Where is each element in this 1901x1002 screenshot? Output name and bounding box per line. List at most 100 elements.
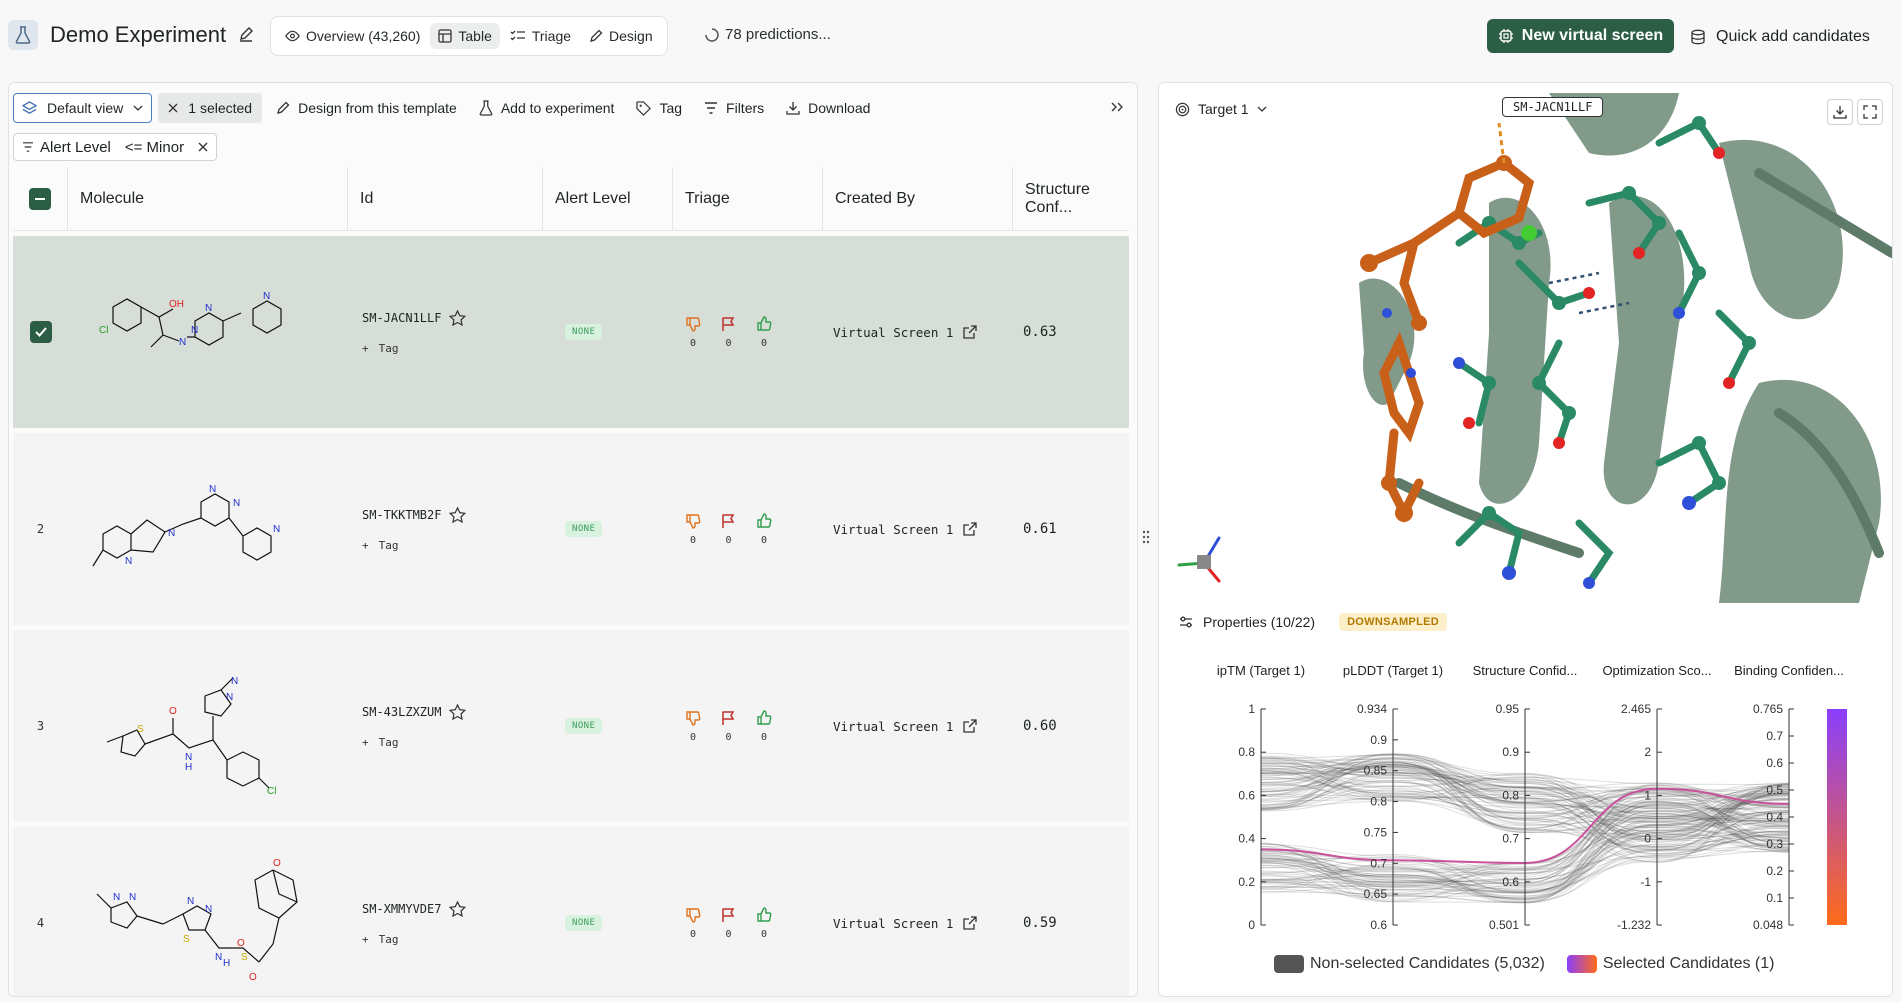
star-icon[interactable] (449, 703, 467, 720)
thumbs-up-button[interactable]: 0 (756, 512, 772, 546)
candidate-line (1260, 766, 1790, 853)
thumbs-down-button[interactable]: 0 (685, 316, 701, 349)
tag-button[interactable]: Tag (628, 100, 690, 116)
filter-chip[interactable]: Alert Level <= Minor (13, 133, 218, 161)
legend-nonselected[interactable]: Non-selected Candidates (5,032) (1274, 955, 1545, 973)
view-select[interactable]: Default view (13, 93, 153, 123)
table-row[interactable]: OH Cl N N N N SM-JACN1LLF + Tag (13, 236, 1129, 428)
chevron-down-icon (1257, 106, 1267, 112)
download-structure-button[interactable] (1827, 99, 1853, 125)
fullscreen-icon (1863, 105, 1877, 119)
atom-label: N (231, 676, 238, 687)
downsampled-badge: DOWNSAMPLED (1339, 613, 1447, 631)
candidate-line (1260, 760, 1790, 820)
add-to-experiment-button[interactable]: Add to experiment (471, 100, 623, 116)
fullscreen-button[interactable] (1857, 99, 1883, 125)
candidate-line (1260, 803, 1790, 882)
row-checkbox[interactable] (29, 321, 52, 343)
tick-label: 0.934 (1357, 702, 1387, 716)
flask-icon (479, 100, 493, 116)
molecule-structure[interactable]: N N N N N (83, 474, 333, 584)
properties-title: Properties (10/22) (1203, 614, 1316, 630)
molecule-id[interactable]: SM-43LZXZUM (362, 703, 467, 720)
candidate-line (1260, 799, 1790, 873)
molecule-id[interactable]: SM-TKKTMB2F (362, 506, 467, 523)
new-virtual-screen-button[interactable]: New virtual screen (1487, 19, 1674, 53)
protein-render[interactable] (1159, 83, 1892, 603)
id-cell: SM-43LZXZUM + Tag (348, 630, 543, 822)
close-icon[interactable] (168, 103, 178, 113)
column-alert-level[interactable]: Alert Level (543, 167, 673, 230)
flag-button[interactable]: 0 (721, 907, 736, 940)
filters-button[interactable]: Filters (696, 100, 772, 116)
structure-viewer[interactable]: Target 1 SM-JACN1LLF (1159, 83, 1892, 603)
molecule-structure[interactable]: N N O S N H Cl (83, 656, 333, 796)
tab-design[interactable]: Design (581, 23, 661, 49)
molecule-structure[interactable]: OH Cl N N N N (83, 287, 333, 377)
add-tag-button[interactable]: + Tag (362, 342, 399, 355)
selection-pill[interactable]: 1 selected (158, 93, 263, 123)
structure-confidence-value: 0.63 (1023, 324, 1057, 340)
alert-cell: NONE (543, 433, 673, 625)
star-icon[interactable] (449, 309, 467, 326)
design-from-template-button[interactable]: Design from this template (268, 100, 465, 116)
target-select[interactable]: Target 1 (1175, 101, 1267, 117)
legend-selected[interactable]: Selected Candidates (1) (1566, 955, 1774, 973)
column-structure-confidence[interactable]: Structure Conf... (1025, 180, 1090, 216)
molecule-structure[interactable]: N N N N S O N H S O O (83, 848, 333, 997)
flag-button[interactable]: 0 (721, 710, 736, 743)
table-row[interactable]: 4 N N N N S O (13, 827, 1129, 997)
add-tag-button[interactable]: + Tag (362, 736, 399, 749)
parallel-coordinates-chart[interactable]: ipTM (Target 1) 1 0.8 0.6 0.4 0.2 0 pLDDT (Targ… (1159, 653, 1892, 953)
thumbs-up-button[interactable]: 0 (756, 906, 772, 940)
tab-overview[interactable]: Overview (43,260) (277, 23, 428, 49)
star-icon[interactable] (449, 900, 467, 917)
download-button[interactable]: Download (778, 100, 878, 116)
created-by-cell: Virtual Screen 1 (823, 630, 1013, 822)
thumbs-down-button[interactable]: 0 (685, 513, 701, 546)
external-link-icon[interactable] (963, 916, 978, 930)
column-triage[interactable]: Triage (673, 167, 823, 230)
molecule-id[interactable]: SM-JACN1LLF (362, 309, 467, 326)
tab-table[interactable]: Table (430, 23, 500, 49)
target-icon (1175, 102, 1190, 116)
flag-button[interactable]: 0 (721, 316, 736, 349)
flag-button[interactable]: 0 (721, 513, 736, 546)
tick-label: 2 (1644, 745, 1651, 759)
external-link-icon[interactable] (963, 522, 978, 536)
atom-label: S (137, 724, 144, 735)
edit-icon[interactable] (238, 26, 254, 47)
tick-label: 0.65 (1364, 887, 1388, 901)
add-tag-button[interactable]: + Tag (362, 539, 399, 552)
external-link-icon[interactable] (963, 325, 978, 339)
flag-count: 0 (725, 731, 732, 743)
thumbs-up-icon (757, 906, 772, 922)
legend-label: Non-selected Candidates (5,032) (1310, 955, 1545, 972)
thumbs-down-icon (686, 513, 701, 529)
axis-title: ipTM (Target 1) (1217, 663, 1305, 678)
table-row[interactable]: 2 N N N N N (13, 433, 1129, 625)
thumbs-down-button[interactable]: 0 (685, 710, 701, 743)
external-link-icon[interactable] (963, 719, 978, 733)
panel-resize-handle[interactable] (1142, 530, 1150, 549)
table-row[interactable]: 3 N N O S N (13, 630, 1129, 822)
quick-add-button[interactable]: Quick add candidates (1690, 22, 1870, 52)
close-icon[interactable] (198, 142, 208, 152)
thumbs-down-button[interactable]: 0 (685, 907, 701, 940)
tick-label: 0.9 (1370, 733, 1387, 747)
molecule-id[interactable]: SM-XMMYVDE7 (362, 900, 467, 917)
collapse-panel-icon[interactable] (1111, 99, 1123, 117)
sliders-icon (1180, 616, 1192, 628)
column-id[interactable]: Id (348, 167, 543, 230)
candidate-line (1260, 757, 1790, 838)
column-molecule[interactable]: Molecule (68, 167, 348, 230)
column-created-by[interactable]: Created By (823, 167, 1013, 230)
tab-triage[interactable]: Triage (502, 23, 579, 49)
selected-candidate-line[interactable] (1260, 787, 1790, 864)
add-tag-button[interactable]: + Tag (362, 933, 399, 946)
select-all-checkbox[interactable] (29, 187, 51, 210)
flask-icon[interactable] (8, 20, 38, 50)
thumbs-up-button[interactable]: 0 (756, 315, 772, 349)
star-icon[interactable] (449, 506, 467, 523)
thumbs-up-button[interactable]: 0 (756, 709, 772, 743)
